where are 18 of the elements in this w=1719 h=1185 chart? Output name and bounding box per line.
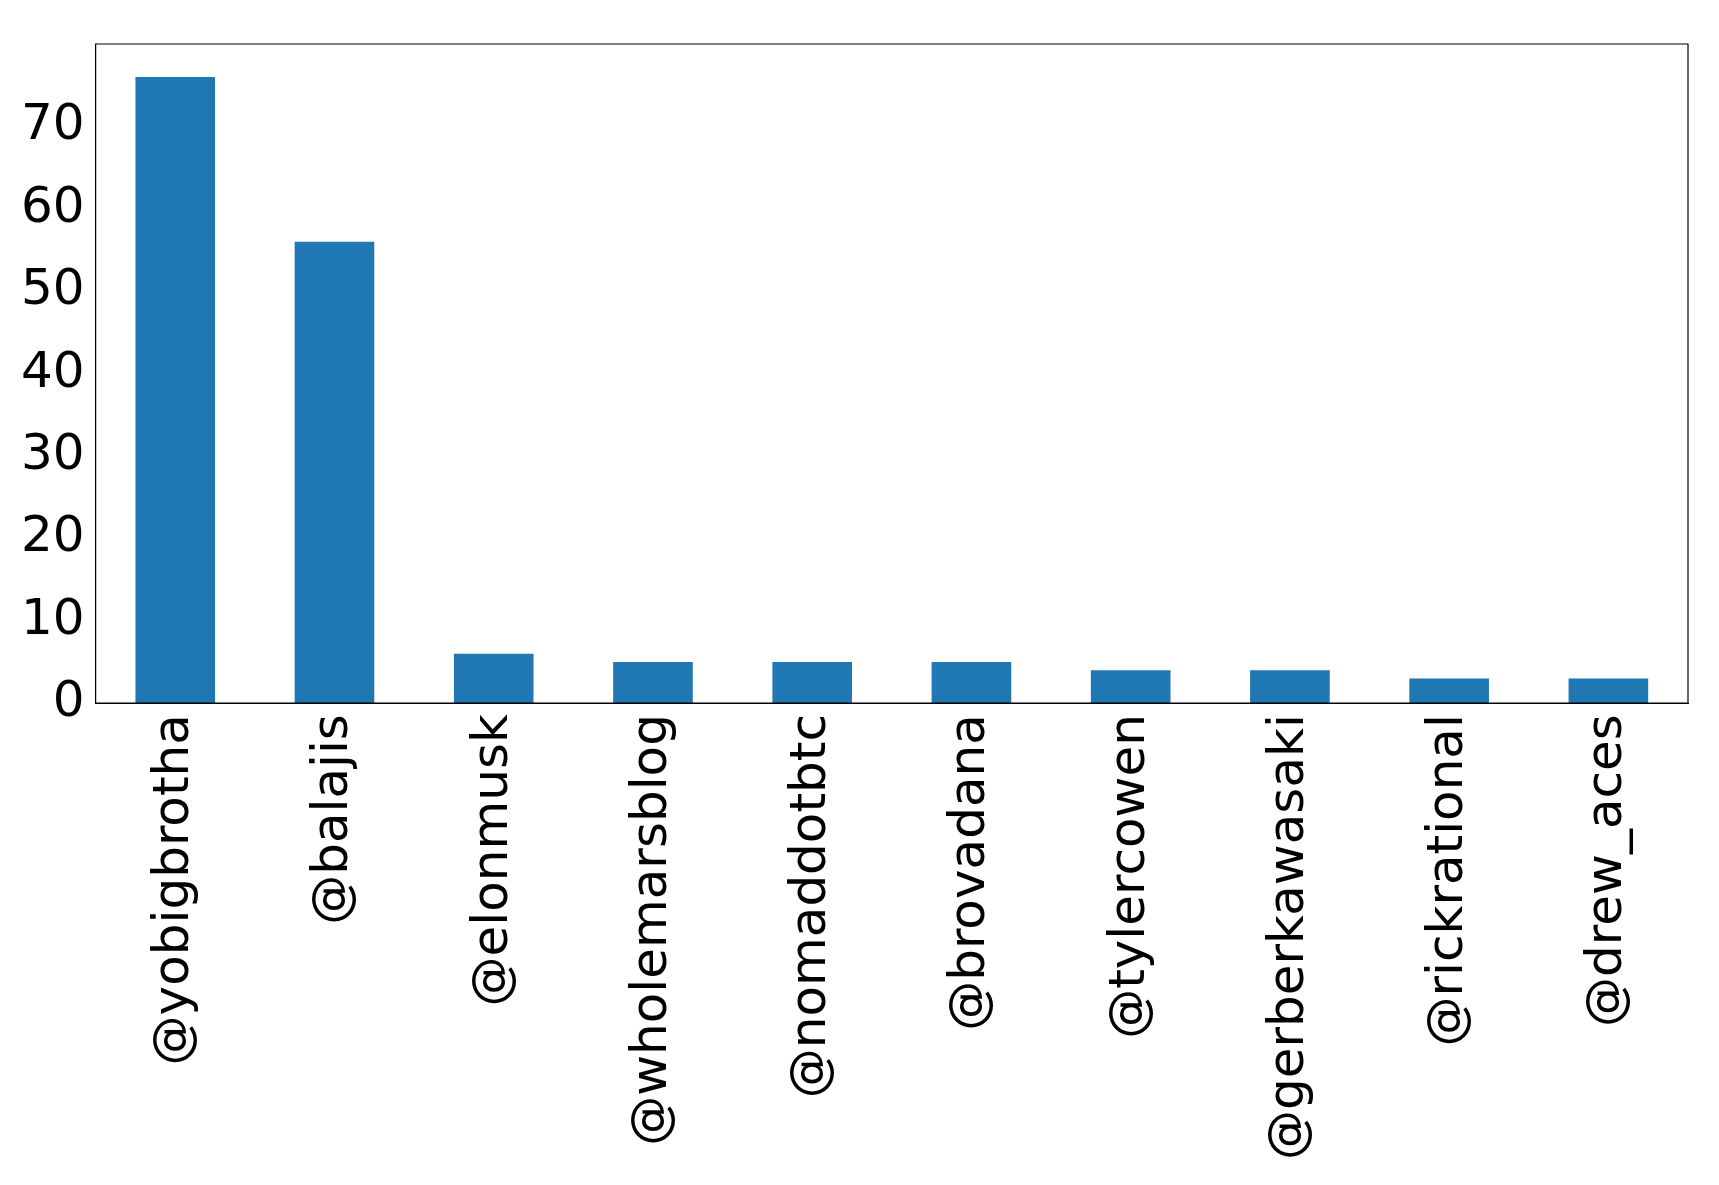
x-tick-label: @tylercowen: [1097, 714, 1156, 1039]
x-tick-label: @drew_aces: [1575, 714, 1634, 1027]
y-tick-label: 60: [21, 175, 85, 234]
x-tick-label: @gerberkawasaki: [1256, 714, 1315, 1161]
x-tick-label: @elonmusk: [460, 714, 519, 1007]
y-tick-label: 0: [52, 670, 85, 729]
x-tick-label: @rickrational: [1416, 714, 1475, 1047]
y-tick-label: 10: [21, 587, 85, 646]
x-tick-label: @brovadana: [938, 714, 997, 1031]
x-tick-label: @wholemarsblog: [619, 714, 678, 1146]
y-tick-label: 40: [21, 340, 85, 399]
y-tick-label: 20: [21, 505, 85, 564]
y-tick-label: 70: [21, 93, 85, 152]
y-tick-label: 30: [21, 422, 85, 481]
y-tick-label: 50: [21, 258, 85, 317]
x-tick-label: @balajis: [301, 714, 360, 925]
x-tick-label: @nomaddotbtc: [779, 714, 838, 1099]
x-tick-label: @yobigbrotha: [142, 714, 201, 1066]
